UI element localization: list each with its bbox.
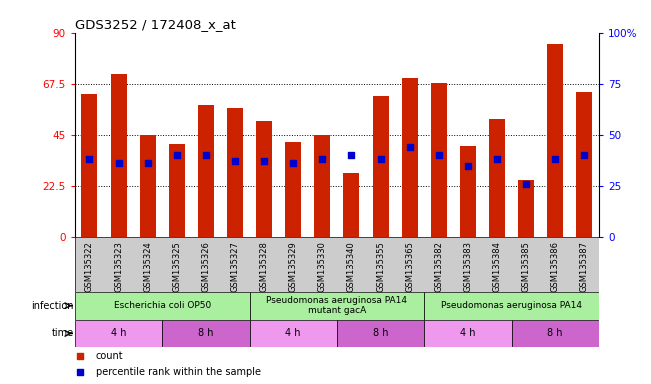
- Text: 4 h: 4 h: [286, 328, 301, 338]
- Bar: [518, 180, 534, 237]
- Text: GSM135387: GSM135387: [580, 242, 589, 293]
- Bar: [140, 135, 156, 237]
- Bar: [81, 94, 98, 237]
- Text: 8 h: 8 h: [198, 328, 214, 338]
- Text: infection: infection: [31, 301, 74, 311]
- Point: [492, 156, 502, 162]
- Point: [230, 158, 240, 164]
- Text: GSM135326: GSM135326: [201, 242, 210, 292]
- Text: 4 h: 4 h: [460, 328, 476, 338]
- Bar: [111, 73, 126, 237]
- Bar: [402, 78, 418, 237]
- Text: time: time: [52, 328, 74, 338]
- Text: GSM135383: GSM135383: [464, 242, 473, 293]
- Bar: [249, 292, 424, 319]
- Text: GDS3252 / 172408_x_at: GDS3252 / 172408_x_at: [75, 18, 236, 31]
- Bar: [314, 135, 330, 237]
- Text: GSM135323: GSM135323: [114, 242, 123, 292]
- Text: GSM135384: GSM135384: [493, 242, 501, 292]
- Bar: [198, 105, 214, 237]
- Bar: [547, 44, 563, 237]
- Point: [521, 181, 531, 187]
- Text: GSM135328: GSM135328: [260, 242, 269, 292]
- Bar: [424, 292, 599, 319]
- Text: Escherichia coli OP50: Escherichia coli OP50: [113, 301, 211, 310]
- Bar: [372, 96, 389, 237]
- Bar: [285, 142, 301, 237]
- Point: [579, 152, 590, 158]
- Bar: [344, 174, 359, 237]
- Point: [550, 156, 561, 162]
- Bar: [460, 146, 476, 237]
- Bar: [162, 319, 249, 347]
- Text: Pseudomonas aeruginosa PA14: Pseudomonas aeruginosa PA14: [441, 301, 582, 310]
- Text: 4 h: 4 h: [111, 328, 126, 338]
- Bar: [75, 319, 162, 347]
- Text: count: count: [96, 351, 124, 361]
- Text: GSM135329: GSM135329: [289, 242, 298, 292]
- Point: [376, 156, 386, 162]
- Text: Pseudomonas aeruginosa PA14
mutant gacA: Pseudomonas aeruginosa PA14 mutant gacA: [266, 296, 408, 315]
- Text: GSM135382: GSM135382: [434, 242, 443, 292]
- Point: [75, 353, 85, 359]
- Point: [84, 156, 94, 162]
- Text: GSM135355: GSM135355: [376, 242, 385, 292]
- Bar: [337, 319, 424, 347]
- Text: GSM135327: GSM135327: [230, 242, 240, 292]
- Point: [75, 369, 85, 375]
- Bar: [256, 121, 272, 237]
- Bar: [431, 83, 447, 237]
- Text: GSM135325: GSM135325: [173, 242, 181, 292]
- Text: 8 h: 8 h: [547, 328, 563, 338]
- Bar: [424, 319, 512, 347]
- Bar: [576, 92, 592, 237]
- Bar: [512, 319, 599, 347]
- Text: GSM135386: GSM135386: [551, 242, 560, 293]
- Point: [259, 158, 270, 164]
- Text: GSM135324: GSM135324: [143, 242, 152, 292]
- Text: GSM135385: GSM135385: [521, 242, 531, 292]
- Point: [404, 144, 415, 150]
- Text: GSM135330: GSM135330: [318, 242, 327, 292]
- Text: 8 h: 8 h: [373, 328, 388, 338]
- Bar: [169, 144, 185, 237]
- Point: [143, 161, 153, 167]
- Text: GSM135365: GSM135365: [405, 242, 414, 292]
- Text: percentile rank within the sample: percentile rank within the sample: [96, 367, 261, 377]
- Point: [288, 161, 298, 167]
- Bar: [489, 119, 505, 237]
- Bar: [75, 292, 249, 319]
- Point: [434, 152, 444, 158]
- Point: [346, 152, 357, 158]
- Point: [317, 156, 327, 162]
- Bar: [227, 108, 243, 237]
- Point: [172, 152, 182, 158]
- Text: GSM135340: GSM135340: [347, 242, 356, 292]
- Bar: [249, 319, 337, 347]
- Text: GSM135322: GSM135322: [85, 242, 94, 292]
- Point: [201, 152, 211, 158]
- Point: [113, 161, 124, 167]
- Point: [463, 162, 473, 169]
